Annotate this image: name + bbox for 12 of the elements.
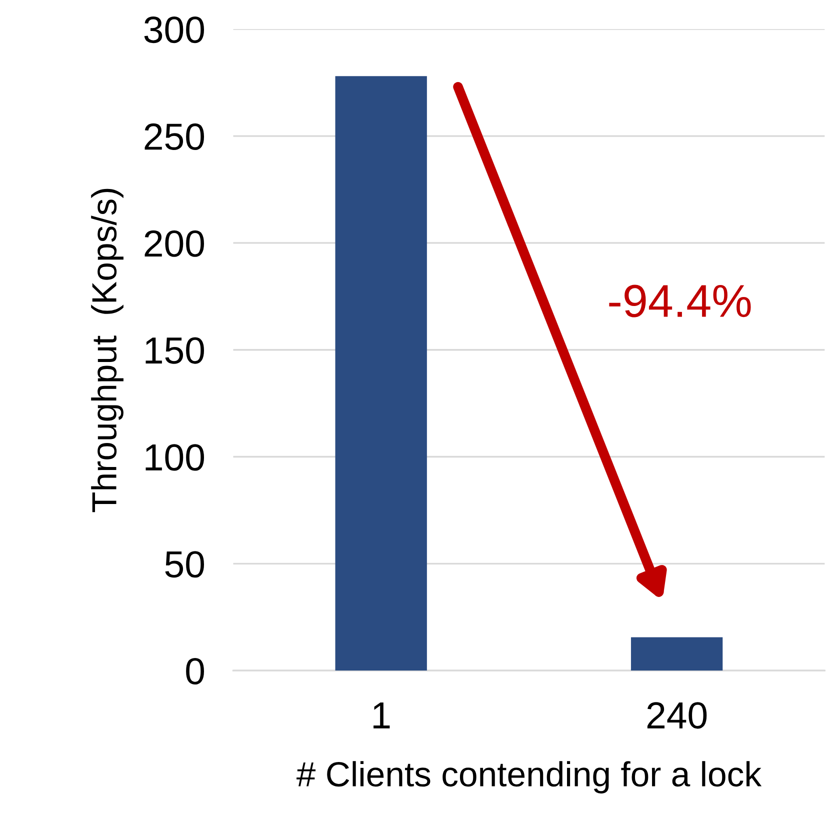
y-tick-label: 150	[146, 337, 204, 364]
x-axis-title: # Clients contending for a lock	[296, 761, 762, 794]
x-tick-label: 240	[647, 702, 707, 729]
y-axis-title: Throughput (Kops/s)	[91, 188, 124, 512]
x-tick-label: 1	[374, 702, 390, 728]
y-tick-label: 100	[146, 444, 204, 471]
y-tick-label: 0	[186, 658, 204, 685]
y-tick-label: 300	[144, 16, 204, 44]
y-tick-label: 250	[144, 123, 204, 150]
y-tick-label: 200	[144, 230, 204, 257]
y-tick-label: 50	[165, 551, 204, 578]
annotation: -94.4%	[609, 284, 751, 318]
